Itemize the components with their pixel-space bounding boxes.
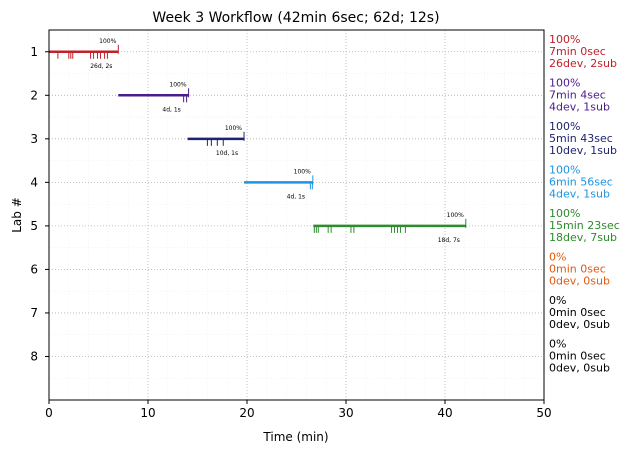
summary-line: 7min 0sec [549,45,606,58]
y-tick-label: 5 [30,219,38,233]
lab-4-summary: 100% 6min 56sec 4dev, 1sub [549,163,613,200]
lab-2-pct-label: 100% [169,81,186,88]
x-tick-label: 30 [338,406,353,420]
marks: 100% 26d, 2s 100% 4d, 1s 100% 10d, 1s 100% 4d, … [49,38,467,244]
lab-4-pct-label: 100% [294,168,311,175]
grid [49,30,544,400]
plot-frame [48,29,545,401]
x-tick-label: 50 [536,406,551,420]
lab-4-dev-label: 4d, 1s [287,193,305,200]
lab-1-pct-label: 100% [99,38,116,45]
summary-line: 4dev, 1sub [549,100,610,113]
summary-line: 0min 0sec [549,262,606,275]
lab-5-pct-label: 100% [447,212,464,219]
summary-line: 100% [549,76,580,89]
summary-line: 100% [549,33,580,46]
summary-line: 0min 0sec [549,349,606,362]
summary-line: 0% [549,337,566,350]
lab-3-pct-label: 100% [225,125,242,132]
lab-1-summary: 100% 7min 0sec 26dev, 2sub [549,33,617,70]
summary-line: 0dev, 0sub [549,318,610,331]
y-tick-label: 8 [30,349,38,363]
lab-7-summary: 0% 0min 0sec 0dev, 0sub [549,294,610,331]
x-tick-label: 20 [239,406,254,420]
lab-3-dev-label: 10d, 1s [216,150,238,157]
summary-line: 4dev, 1sub [549,187,610,200]
y-axis-label: Lab # [10,197,24,233]
lab-2-dev-label: 4d, 1s [162,106,180,113]
summary-line: 6min 56sec [549,175,613,188]
summary-line: 100% [549,163,580,176]
x-axis-label: Time (min) [262,430,328,444]
lab-5-summary: 100% 15min 23sec 18dev, 7sub [549,207,620,244]
x-tick-label: 10 [140,406,155,420]
lab-1-dev-label: 26d, 2s [90,63,112,70]
summary-line: 26dev, 2sub [549,57,617,70]
y-tick-label: 3 [30,132,38,146]
summary-line: 0min 0sec [549,306,606,319]
ticks: 0 10 20 30 40 50 1 2 3 4 5 6 7 8 [30,45,551,420]
lab-6-summary: 0% 0min 0sec 0dev, 0sub [549,250,610,287]
summary-line: 7min 4sec [549,88,606,101]
summary-line: 0% [549,294,566,307]
summary-line: 15min 23sec [549,219,620,232]
lab-2-summary: 100% 7min 4sec 4dev, 1sub [549,76,610,113]
lab-3-summary: 100% 5min 43sec 10dev, 1sub [549,120,617,157]
lab-5-dev-label: 18d, 7s [438,237,460,244]
x-tick-label: 0 [45,406,53,420]
y-tick-label: 7 [30,306,38,320]
lab-8-summary: 0% 0min 0sec 0dev, 0sub [549,337,610,374]
summary-line: 0dev, 0sub [549,361,610,374]
summary-line: 0% [549,250,566,263]
summary-line: 18dev, 7sub [549,231,617,244]
y-tick-label: 1 [30,45,38,59]
summary-line: 100% [549,207,580,220]
summary-line: 100% [549,120,580,133]
y-tick-label: 2 [30,88,38,102]
summary-line: 10dev, 1sub [549,144,617,157]
y-tick-label: 4 [30,175,38,189]
chart-title: Week 3 Workflow (42min 6sec; 62d; 12s) [152,10,439,26]
summary-line: 0dev, 0sub [549,274,610,287]
summary-line: 5min 43sec [549,132,613,145]
y-tick-label: 6 [30,262,38,276]
x-tick-label: 40 [437,406,452,420]
